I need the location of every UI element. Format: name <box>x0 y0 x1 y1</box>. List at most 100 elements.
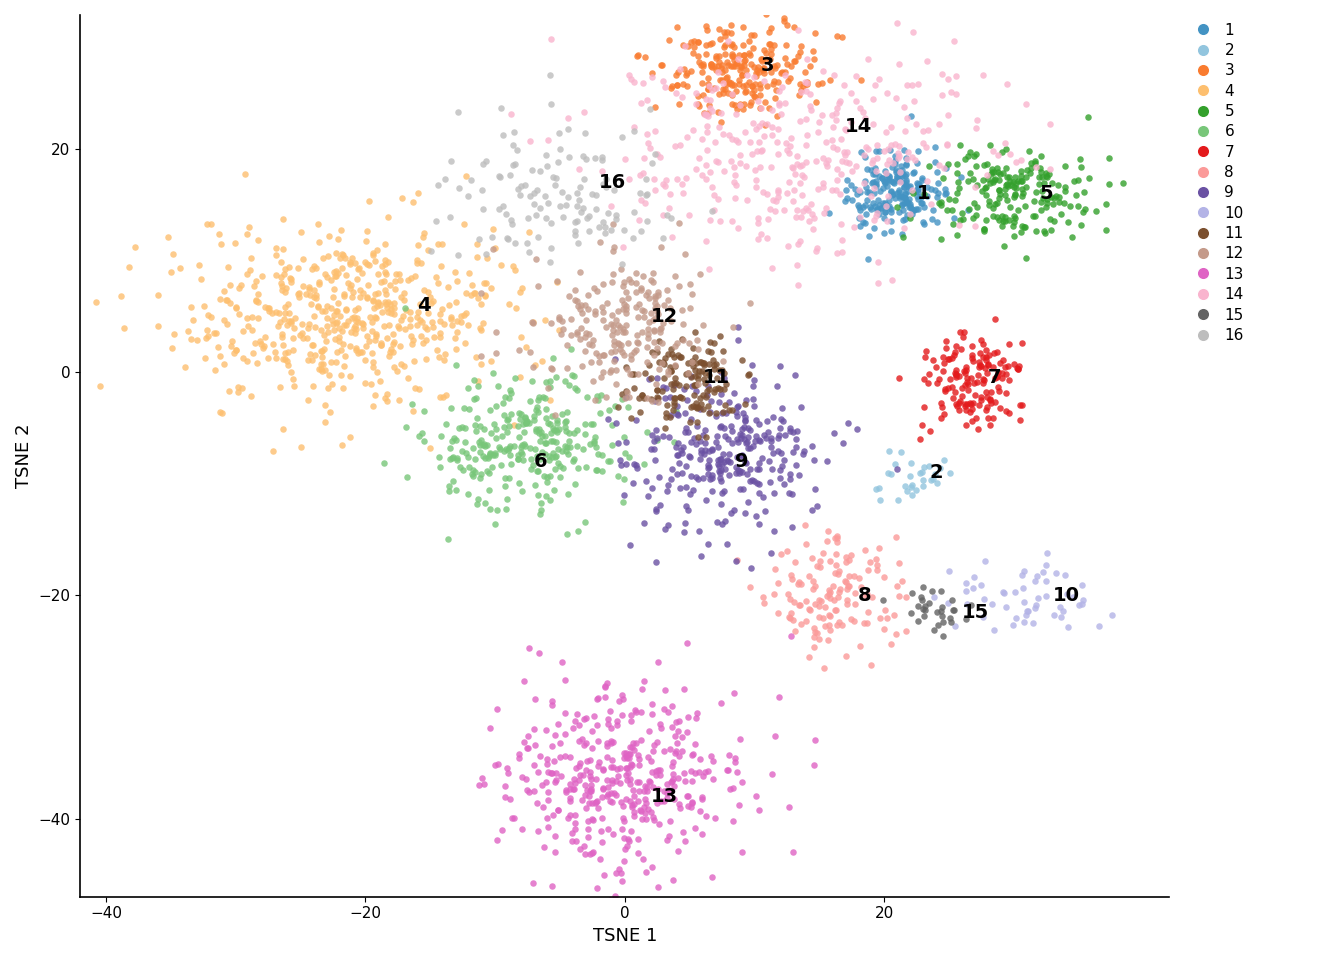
9 <box>699 404 720 420</box>
4 <box>336 301 358 317</box>
12 <box>649 324 671 340</box>
5 <box>1040 189 1062 204</box>
6 <box>532 468 554 484</box>
6 <box>598 402 620 418</box>
13 <box>527 764 548 780</box>
3 <box>668 64 689 80</box>
12 <box>636 339 657 354</box>
9 <box>722 435 743 450</box>
13 <box>616 760 637 776</box>
14 <box>702 82 723 97</box>
13 <box>620 771 641 786</box>
11 <box>680 399 702 415</box>
4 <box>411 315 433 330</box>
9 <box>734 432 755 447</box>
13 <box>496 760 517 776</box>
10 <box>1089 618 1110 634</box>
5 <box>1059 198 1081 213</box>
9 <box>657 477 679 492</box>
12 <box>614 390 636 405</box>
9 <box>660 407 681 422</box>
7 <box>945 384 966 399</box>
1 <box>922 211 943 227</box>
13 <box>633 673 655 688</box>
9 <box>660 471 681 487</box>
13 <box>691 791 712 806</box>
13 <box>578 788 599 804</box>
7 <box>973 372 995 388</box>
12 <box>648 361 669 376</box>
1 <box>906 188 927 204</box>
13 <box>681 746 703 761</box>
14 <box>706 154 727 169</box>
4 <box>319 368 340 383</box>
13 <box>531 778 552 793</box>
14 <box>723 159 745 175</box>
3 <box>796 74 817 89</box>
12 <box>633 309 655 324</box>
4 <box>524 357 546 372</box>
9 <box>734 506 755 521</box>
1 <box>844 181 866 197</box>
6 <box>484 447 505 463</box>
3 <box>798 59 820 74</box>
3 <box>784 54 805 69</box>
7 <box>1007 360 1028 375</box>
12 <box>591 300 613 315</box>
4 <box>231 380 253 396</box>
1 <box>836 190 857 205</box>
8 <box>818 590 840 606</box>
3 <box>754 53 775 68</box>
13 <box>559 749 581 764</box>
6 <box>489 440 511 455</box>
16 <box>591 215 613 230</box>
9 <box>640 441 661 456</box>
16 <box>599 223 621 238</box>
4 <box>403 332 425 348</box>
4 <box>301 261 323 276</box>
4 <box>383 360 405 375</box>
8 <box>808 632 829 647</box>
4 <box>339 280 360 296</box>
13 <box>681 794 703 809</box>
14 <box>761 159 782 175</box>
13 <box>535 774 556 789</box>
5 <box>954 152 976 167</box>
4 <box>271 278 293 294</box>
14 <box>875 199 896 214</box>
14 <box>827 141 848 156</box>
1 <box>884 153 906 168</box>
9 <box>761 545 782 561</box>
14 <box>841 115 863 131</box>
9 <box>761 430 782 445</box>
14 <box>840 85 862 101</box>
6 <box>493 420 515 435</box>
12 <box>617 291 638 306</box>
12 <box>583 393 605 408</box>
3 <box>763 59 785 74</box>
7 <box>946 398 968 414</box>
6 <box>504 439 526 454</box>
4 <box>169 260 191 276</box>
9 <box>646 430 668 445</box>
5 <box>957 148 978 163</box>
11 <box>699 368 720 383</box>
14 <box>886 90 907 106</box>
4 <box>406 309 427 324</box>
4 <box>362 324 383 339</box>
1 <box>870 183 891 199</box>
9 <box>644 393 665 408</box>
Text: 3: 3 <box>761 56 774 75</box>
8 <box>817 588 839 604</box>
12 <box>632 324 653 340</box>
1 <box>899 179 921 194</box>
14 <box>945 68 966 84</box>
6 <box>472 448 493 464</box>
14 <box>747 231 769 247</box>
13 <box>612 687 633 703</box>
5 <box>1095 223 1117 238</box>
4 <box>254 300 276 315</box>
3 <box>715 71 737 86</box>
9 <box>607 435 629 450</box>
5 <box>977 156 999 172</box>
